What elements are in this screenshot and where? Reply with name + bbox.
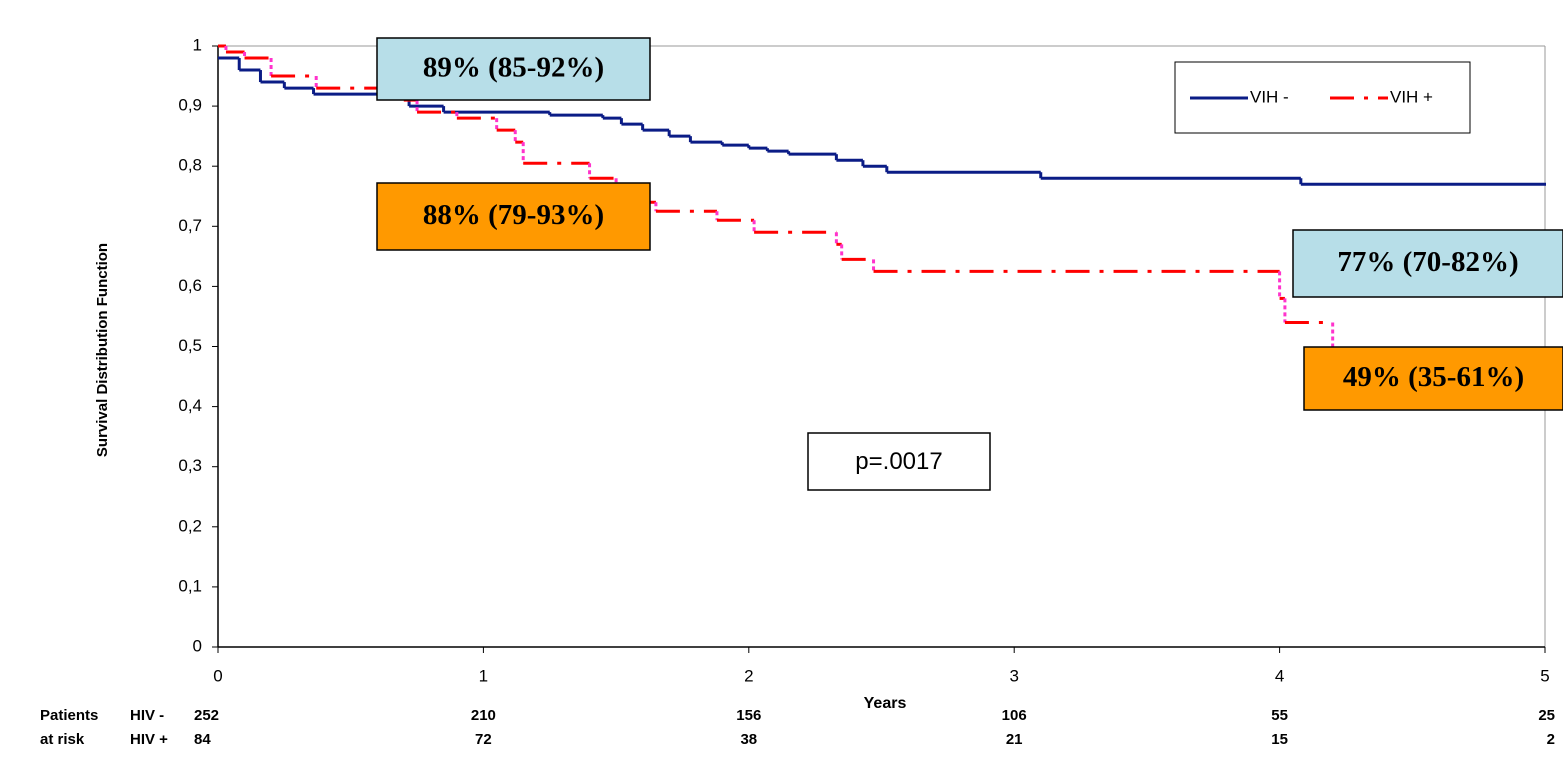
x-axis-label: Years <box>864 695 907 712</box>
y-tick-label: 1 <box>193 35 202 54</box>
y-tick-label: 0,2 <box>178 516 202 535</box>
risk-count: 84 <box>194 731 211 748</box>
risk-count: 72 <box>475 731 492 748</box>
risk-count: 2 <box>1547 731 1555 748</box>
risk-row-label: HIV + <box>130 731 168 748</box>
risk-count: 252 <box>194 707 219 724</box>
x-tick-label: 3 <box>1009 666 1018 685</box>
risk-title: Patients <box>40 707 98 724</box>
y-tick-label: 0,7 <box>178 216 202 235</box>
annotation-text: 49% (35-61%) <box>1343 361 1524 393</box>
x-tick-label: 2 <box>744 666 753 685</box>
risk-count: 15 <box>1271 731 1288 748</box>
y-tick-label: 0,8 <box>178 156 202 175</box>
risk-count: 156 <box>736 707 761 724</box>
risk-count: 210 <box>471 707 496 724</box>
risk-title: at risk <box>40 731 85 748</box>
x-tick-label: 1 <box>479 666 488 685</box>
y-tick-label: 0 <box>193 636 202 655</box>
y-tick-label: 0,1 <box>178 576 202 595</box>
y-tick-label: 0,4 <box>178 396 202 415</box>
risk-count: 38 <box>740 731 757 748</box>
annotation-text: 88% (79-93%) <box>423 199 604 231</box>
risk-count: 106 <box>1002 707 1027 724</box>
legend-label: VIH + <box>1390 87 1433 106</box>
risk-count: 25 <box>1538 707 1555 724</box>
y-tick-label: 0,3 <box>178 456 202 475</box>
y-axis-label: Survival Distribution Function <box>94 243 111 457</box>
annotation-text: 77% (70-82%) <box>1337 246 1518 278</box>
x-tick-label: 0 <box>213 666 222 685</box>
risk-row-label: HIV - <box>130 707 164 724</box>
annotation-text: p=.0017 <box>855 448 942 475</box>
x-tick-label: 4 <box>1275 666 1284 685</box>
x-tick-label: 5 <box>1540 666 1549 685</box>
legend-label: VIH - <box>1250 87 1289 106</box>
annotation-box <box>376 182 651 251</box>
risk-count: 55 <box>1271 707 1288 724</box>
y-tick-label: 0,6 <box>178 276 202 295</box>
y-tick-label: 0,9 <box>178 96 202 115</box>
risk-count: 21 <box>1006 731 1023 748</box>
y-tick-label: 0,5 <box>178 336 202 355</box>
annotation-text: 89% (85-92%) <box>423 52 604 84</box>
annotation-box <box>1292 229 1563 298</box>
annotation-box <box>1303 346 1563 411</box>
annotation-box <box>376 37 651 101</box>
annotation-box <box>807 432 991 491</box>
